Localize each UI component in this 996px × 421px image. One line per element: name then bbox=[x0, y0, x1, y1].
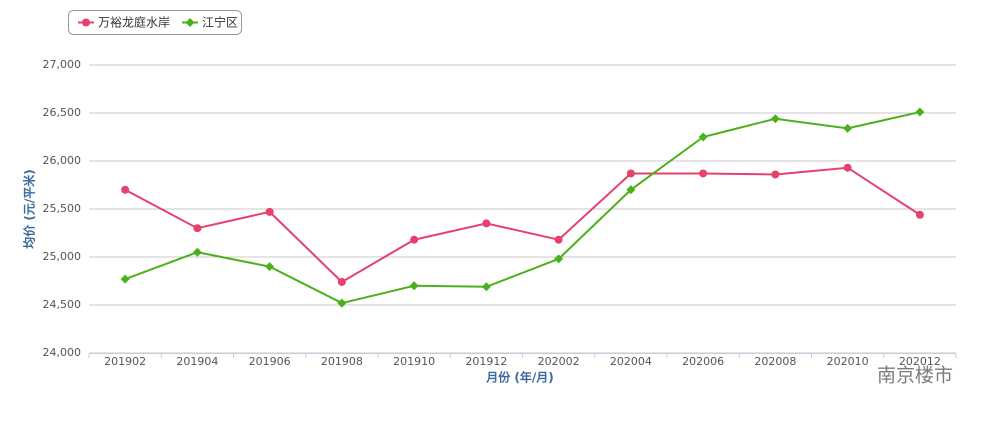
x-tick-label: 201902 bbox=[104, 355, 146, 368]
x-tick-label: 202006 bbox=[682, 355, 724, 368]
point bbox=[698, 132, 708, 142]
legend-marker bbox=[82, 18, 90, 27]
point bbox=[554, 235, 563, 244]
point bbox=[915, 107, 925, 117]
point bbox=[337, 298, 347, 308]
legend-item[interactable]: 万裕龙庭水岸 bbox=[78, 15, 170, 30]
x-tick-label: 201912 bbox=[465, 355, 507, 368]
legend-marker bbox=[185, 18, 195, 27]
point bbox=[699, 169, 708, 178]
point bbox=[337, 277, 346, 286]
point bbox=[121, 185, 130, 194]
x-tick-label: 202004 bbox=[610, 355, 652, 368]
y-tick-label: 26,500 bbox=[43, 106, 82, 119]
x-tick-label: 201910 bbox=[393, 355, 435, 368]
x-axis-label: 月份 (年/月) bbox=[485, 370, 554, 385]
point bbox=[193, 224, 202, 233]
legend: 万裕龙庭水岸 江宁区 bbox=[68, 10, 242, 35]
legend-label: 江宁区 bbox=[202, 15, 238, 30]
series-line bbox=[124, 111, 921, 305]
point bbox=[481, 282, 491, 292]
x-tick-label: 202012 bbox=[899, 355, 941, 368]
y-axis-label: 均价 (元/平米) bbox=[22, 169, 37, 249]
y-tick-label: 24,500 bbox=[43, 298, 82, 311]
x-tick-label: 201904 bbox=[176, 355, 218, 368]
watermark: 南京楼市 bbox=[877, 365, 953, 387]
point bbox=[265, 207, 274, 216]
point bbox=[409, 281, 419, 291]
y-tick-label: 24,000 bbox=[43, 346, 82, 359]
point bbox=[843, 123, 853, 133]
legend-label: 万裕龙庭水岸 bbox=[98, 15, 170, 30]
x-tick-label: 202008 bbox=[754, 355, 796, 368]
x-tick-label: 202002 bbox=[538, 355, 580, 368]
point bbox=[843, 163, 852, 172]
y-tick-label: 25,000 bbox=[43, 250, 82, 263]
point bbox=[626, 185, 636, 195]
point bbox=[554, 254, 564, 264]
x-tick-label: 201908 bbox=[321, 355, 363, 368]
point bbox=[626, 169, 635, 178]
point bbox=[482, 219, 491, 228]
y-tick-label: 26,000 bbox=[43, 154, 82, 167]
x-tick-label: 202010 bbox=[827, 355, 869, 368]
point bbox=[410, 235, 419, 244]
point bbox=[771, 170, 780, 179]
y-tick-label: 27,000 bbox=[43, 58, 82, 71]
series-line bbox=[124, 166, 921, 284]
point bbox=[192, 247, 202, 257]
point bbox=[120, 274, 130, 284]
point bbox=[265, 262, 275, 272]
point bbox=[915, 210, 924, 219]
y-tick-label: 25,500 bbox=[43, 202, 82, 215]
legend-box bbox=[68, 10, 242, 35]
x-tick-label: 201906 bbox=[249, 355, 291, 368]
legend-item[interactable]: 江宁区 bbox=[182, 15, 238, 30]
point bbox=[770, 114, 780, 124]
